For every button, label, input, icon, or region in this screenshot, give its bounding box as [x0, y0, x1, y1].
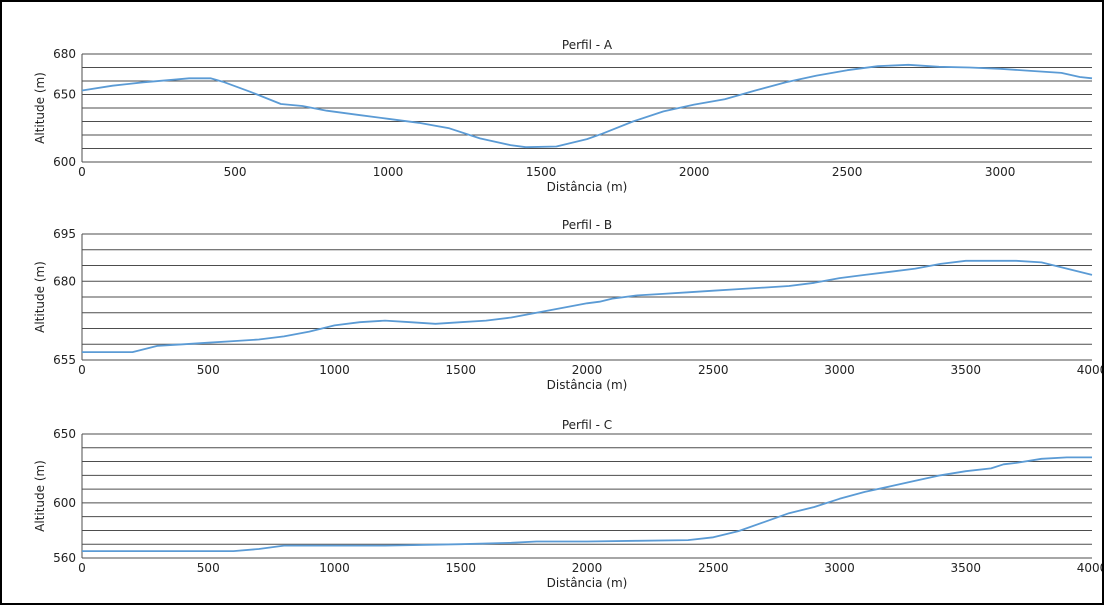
y-tick-label: 600: [53, 496, 76, 510]
x-tick-label: 0: [78, 363, 86, 377]
y-tick-label: 600: [53, 155, 76, 169]
series-line: [82, 259, 1093, 354]
y-axis-label: Altitude (m): [33, 72, 47, 144]
y-axis-label: Altitude (m): [33, 460, 47, 532]
y-tick-label: 655: [53, 353, 76, 367]
x-tick-label: 1000: [319, 561, 350, 575]
x-tick-label: 3000: [824, 363, 855, 377]
x-tick-label: 1500: [445, 363, 476, 377]
y-axis-label: Altitude (m): [33, 261, 47, 333]
x-tick-label: 2500: [698, 363, 729, 377]
x-tick-label: 4000: [1077, 561, 1102, 575]
y-tick-label: 650: [53, 88, 76, 102]
x-tick-label: 2500: [832, 165, 863, 179]
chart-2: Perfil - B 655 680 695 0 500 1000 1500 2000 2500 3…: [33, 218, 1104, 392]
x-tick-label: 1000: [319, 363, 350, 377]
x-tick-label: 2000: [572, 561, 603, 575]
chart-title: Perfil - C: [562, 418, 612, 432]
x-tick-label: 500: [224, 165, 247, 179]
x-tick-label: 2500: [698, 561, 729, 575]
x-tick-label: 2000: [679, 165, 710, 179]
x-tick-label: 1500: [445, 561, 476, 575]
y-tick-label: 560: [53, 551, 76, 565]
x-tick-label: 3500: [950, 561, 981, 575]
x-tick-label: 500: [197, 561, 220, 575]
x-tick-label: 4000: [1077, 363, 1102, 377]
x-tick-label: 1500: [526, 165, 557, 179]
x-axis-label: Distância (m): [547, 576, 628, 590]
y-tick-label: 680: [53, 274, 76, 288]
x-tick-label: 500: [197, 363, 220, 377]
y-tick-label: 695: [53, 227, 76, 241]
x-tick-label: 0: [78, 165, 86, 179]
x-tick-label: 0: [78, 561, 86, 575]
x-tick-label: 3000: [824, 561, 855, 575]
chart-1: Perfil - A 600 650 680 0 500 1000 1500 2000 2500 3…: [33, 38, 1093, 194]
x-axis-label: Distância (m): [547, 180, 628, 194]
x-tick-label: 1000: [373, 165, 404, 179]
y-tick-label: 650: [53, 427, 76, 441]
y-tick-label: 680: [53, 47, 76, 61]
x-tick-label: 2000: [572, 363, 603, 377]
chart-title: Perfil - A: [562, 38, 613, 52]
x-tick-label: 3500: [950, 363, 981, 377]
series-line: [81, 63, 1093, 149]
series-line: [82, 456, 1092, 552]
chart-3: Perfil - C 560 600 650 0 500 1000 1500 2000 2500 3…: [33, 418, 1104, 590]
chart-title: Perfil - B: [562, 218, 612, 232]
x-axis-label: Distância (m): [547, 378, 628, 392]
x-tick-label: 3000: [985, 165, 1016, 179]
